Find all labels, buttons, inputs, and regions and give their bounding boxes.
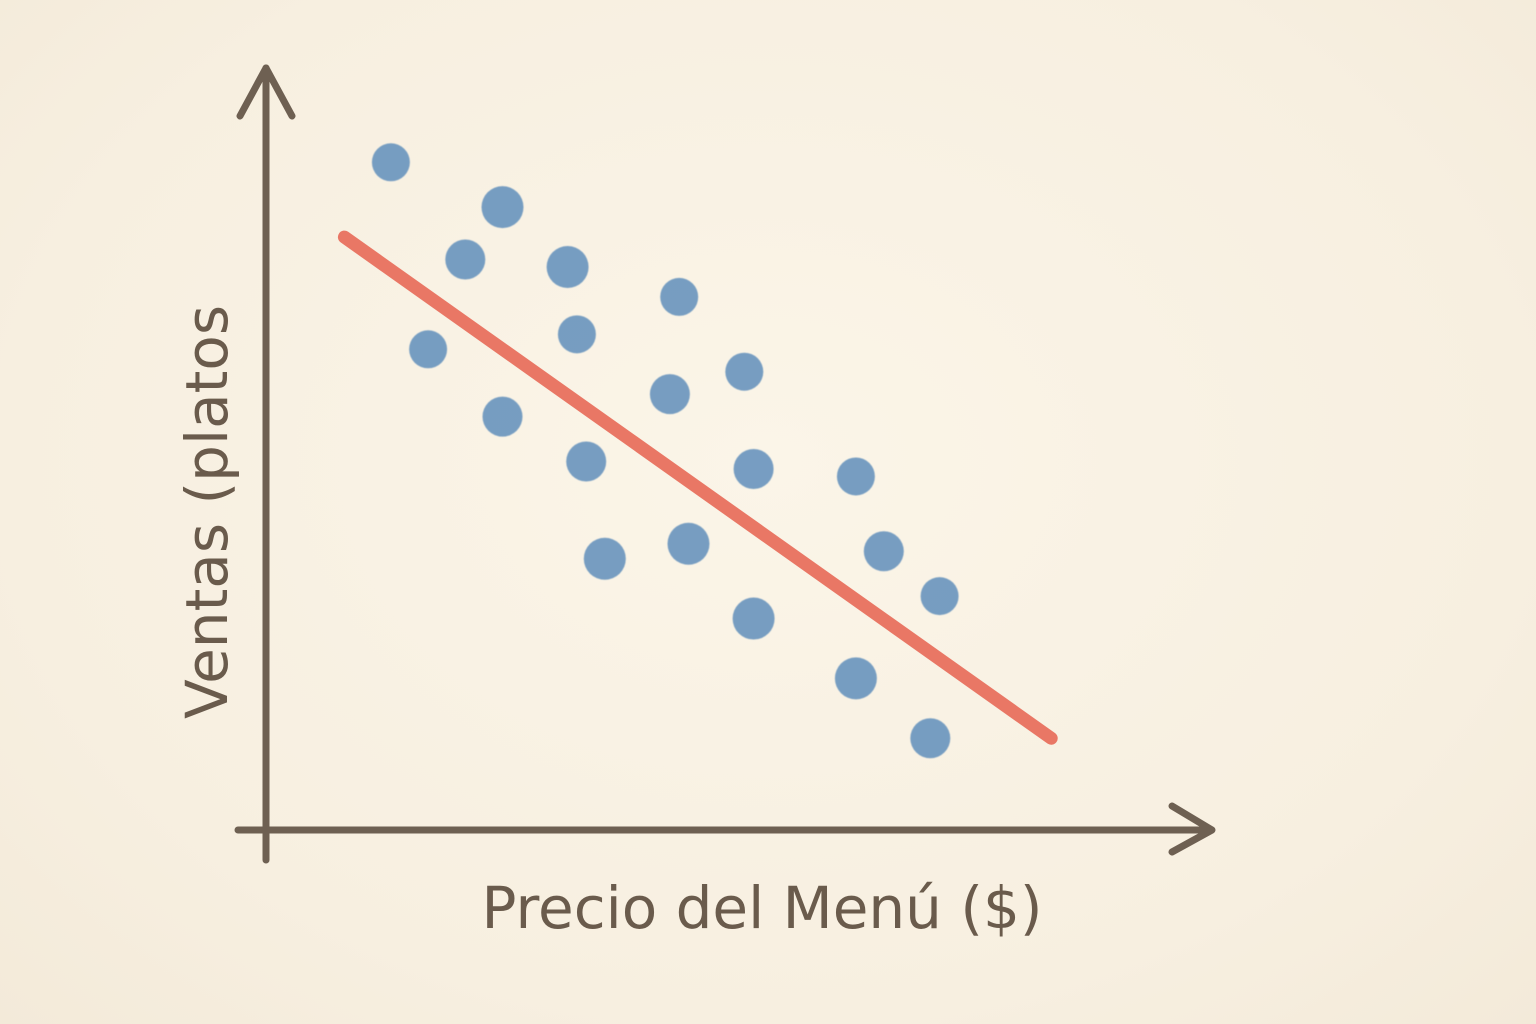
data-point — [445, 239, 486, 280]
data-point — [732, 597, 775, 640]
trend-line-layer — [337, 230, 1058, 745]
trend-line — [337, 230, 1058, 745]
y-axis-label: Ventas (platos — [173, 305, 241, 719]
x-axis-arrowhead — [1168, 802, 1216, 856]
data-point — [725, 352, 764, 391]
data-point — [649, 374, 690, 415]
data-point — [481, 186, 524, 229]
data-point — [733, 448, 774, 489]
y-axis-arrowhead — [236, 64, 296, 120]
data-point — [482, 396, 523, 437]
data-point — [371, 143, 410, 182]
data-point — [910, 718, 951, 759]
data-point — [557, 315, 596, 354]
data-point — [834, 657, 877, 700]
data-point — [836, 457, 875, 496]
data-point — [546, 246, 589, 288]
data-points-layer — [371, 143, 959, 759]
data-point — [667, 522, 710, 565]
data-point — [863, 531, 904, 572]
x-axis-label: Precio del Menú ($) — [481, 874, 1042, 942]
data-point — [920, 577, 959, 616]
data-point — [409, 330, 448, 369]
data-point — [566, 441, 607, 482]
data-point — [583, 537, 626, 580]
data-point — [660, 277, 699, 316]
